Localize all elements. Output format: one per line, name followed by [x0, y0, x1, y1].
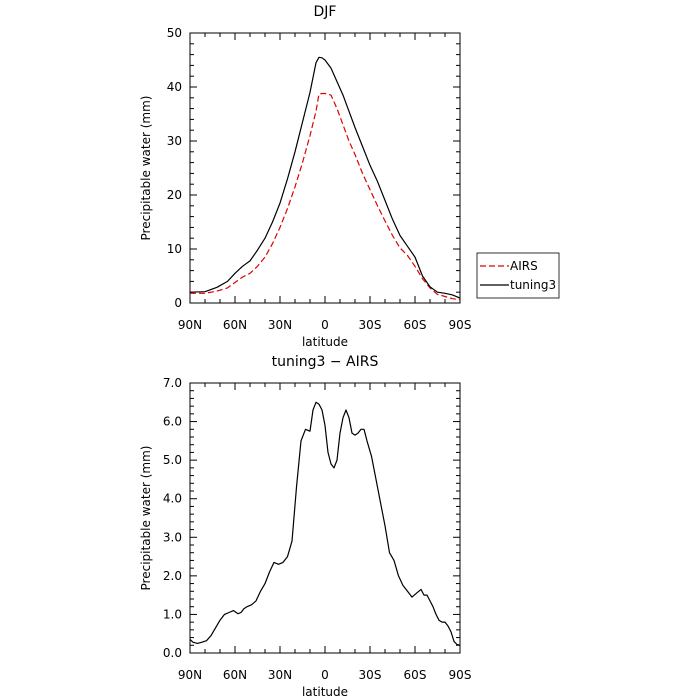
x-tick-label: 30N: [268, 318, 292, 332]
x-tick-label: 30N: [268, 668, 292, 682]
legend-box: [476, 252, 560, 299]
x-axis-label: latitude: [302, 335, 348, 349]
y-tick-label: 7.0: [163, 376, 182, 390]
series-line-tuning3: [189, 56, 461, 299]
legend: AIRS tuning3: [476, 252, 560, 299]
legend-label-tuning3: tuning3: [510, 278, 556, 292]
y-tick-label: 3.0: [163, 530, 182, 544]
chart-panel-1: DJF 90N 60N 30N 0 30S 60S 90S 0 10 20 30 40 50 latitud…: [139, 4, 560, 349]
x-tick-label: 60S: [404, 668, 427, 682]
y-tick-label: 5.0: [163, 453, 182, 467]
y-tick-label: 0: [174, 296, 182, 310]
chart-title: tuning3 − AIRS: [272, 354, 379, 370]
series-line-airs: [190, 92, 461, 301]
plot-frame: [189, 32, 461, 304]
x-tick-label: 90N: [178, 318, 202, 332]
y-tick-label: 1.0: [163, 607, 182, 621]
x-tick-label: 60N: [223, 668, 247, 682]
x-tick-label: 60N: [223, 318, 247, 332]
x-tick-label: 90S: [449, 318, 472, 332]
y-axis-label: Precipitable water (mm): [139, 446, 153, 591]
series-line-difference: [189, 401, 461, 646]
legend-label-airs: AIRS: [510, 259, 538, 273]
x-tick-label: 90S: [449, 668, 472, 682]
x-tick-label: 0: [321, 318, 329, 332]
y-axis-label: Precipitable water (mm): [139, 96, 153, 241]
x-tick-label: 90N: [178, 668, 202, 682]
y-tick-label: 20: [167, 188, 182, 202]
y-tick-label: 0.0: [163, 646, 182, 660]
chart-panel-2: tuning3 − AIRS 90N 60N 30N 0 30S 60S 90S 0.0 1.0 2…: [139, 354, 471, 699]
y-tick-label: 6.0: [163, 415, 182, 429]
y-tick-label: 4.0: [163, 492, 182, 506]
y-tick-label: 2.0: [163, 569, 182, 583]
chart-title: DJF: [314, 4, 337, 20]
y-tick-label: 50: [167, 26, 182, 40]
x-tick-label: 60S: [404, 318, 427, 332]
x-tick-label: 0: [321, 668, 329, 682]
y-tick-label: 40: [167, 80, 182, 94]
x-axis-label: latitude: [302, 685, 348, 699]
y-tick-label: 30: [167, 134, 182, 148]
y-tick-label: 10: [167, 242, 182, 256]
x-tick-label: 30S: [359, 668, 382, 682]
x-tick-label: 30S: [359, 318, 382, 332]
